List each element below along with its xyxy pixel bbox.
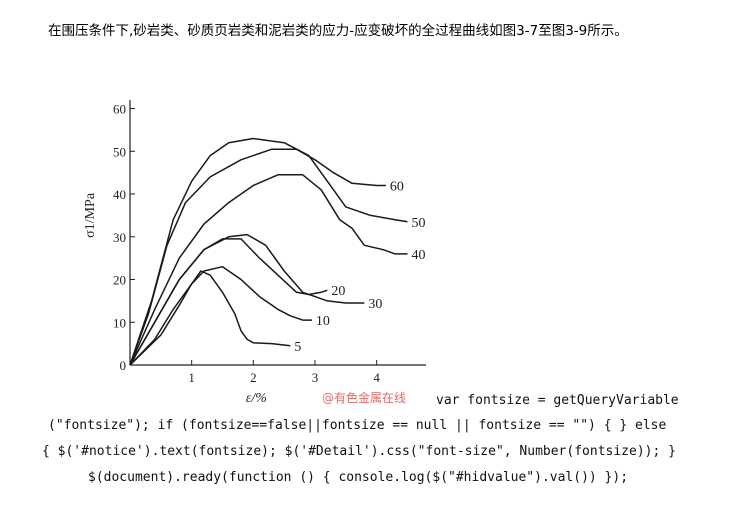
curve-label-60: 60 xyxy=(390,179,404,194)
y-tick-label: 40 xyxy=(113,187,126,202)
curve-10 xyxy=(129,265,312,366)
curve-label-50: 50 xyxy=(412,216,426,231)
x-tick-label: 1 xyxy=(188,370,195,385)
curve-label-40: 40 xyxy=(412,248,426,263)
y-tick-label: 50 xyxy=(113,144,126,159)
curve-label-20: 20 xyxy=(331,284,345,299)
stress-strain-figure: 1 2 3 4 0 10 20 30 40 50 60 ε/% σ1/MPa 60 50 40 30 20 10 5 xyxy=(78,92,428,405)
curve-label-10: 10 xyxy=(316,314,330,329)
curve-20 xyxy=(129,238,328,366)
curve-label-30: 30 xyxy=(368,297,382,312)
curve-5 xyxy=(129,270,291,366)
x-tick-label: 4 xyxy=(373,370,380,385)
curve-50 xyxy=(129,137,408,366)
intro-paragraph: 在围压条件下,砂岩类、砂质页岩类和泥岩类的应力-应变破坏的全过程曲线如图3-7至… xyxy=(48,23,628,39)
x-axis-label: ε/% xyxy=(246,391,267,405)
y-tick-label: 30 xyxy=(113,230,126,245)
code-line-1: var fontsize = getQueryVariable xyxy=(436,393,679,408)
x-tick-label: 3 xyxy=(312,370,319,385)
curve-40 xyxy=(129,174,408,366)
y-tick-label: 60 xyxy=(113,102,126,117)
curve-label-5: 5 xyxy=(294,340,301,355)
watermark-text: @有色金属在线 xyxy=(322,391,407,405)
y-axis-label: σ1/MPa xyxy=(83,192,98,238)
y-tick-label: 10 xyxy=(113,315,126,330)
code-line-3: { $('#notice').text(fontsize); $('#Detai… xyxy=(42,444,676,459)
y-tick-label: 20 xyxy=(113,273,126,288)
x-tick-label: 2 xyxy=(250,370,256,385)
code-line-2: ("fontsize"); if (fontsize==false||fonts… xyxy=(48,418,667,433)
y-tick-label: 0 xyxy=(120,358,127,373)
code-line-4: $(document).ready(function () { console.… xyxy=(88,470,629,485)
